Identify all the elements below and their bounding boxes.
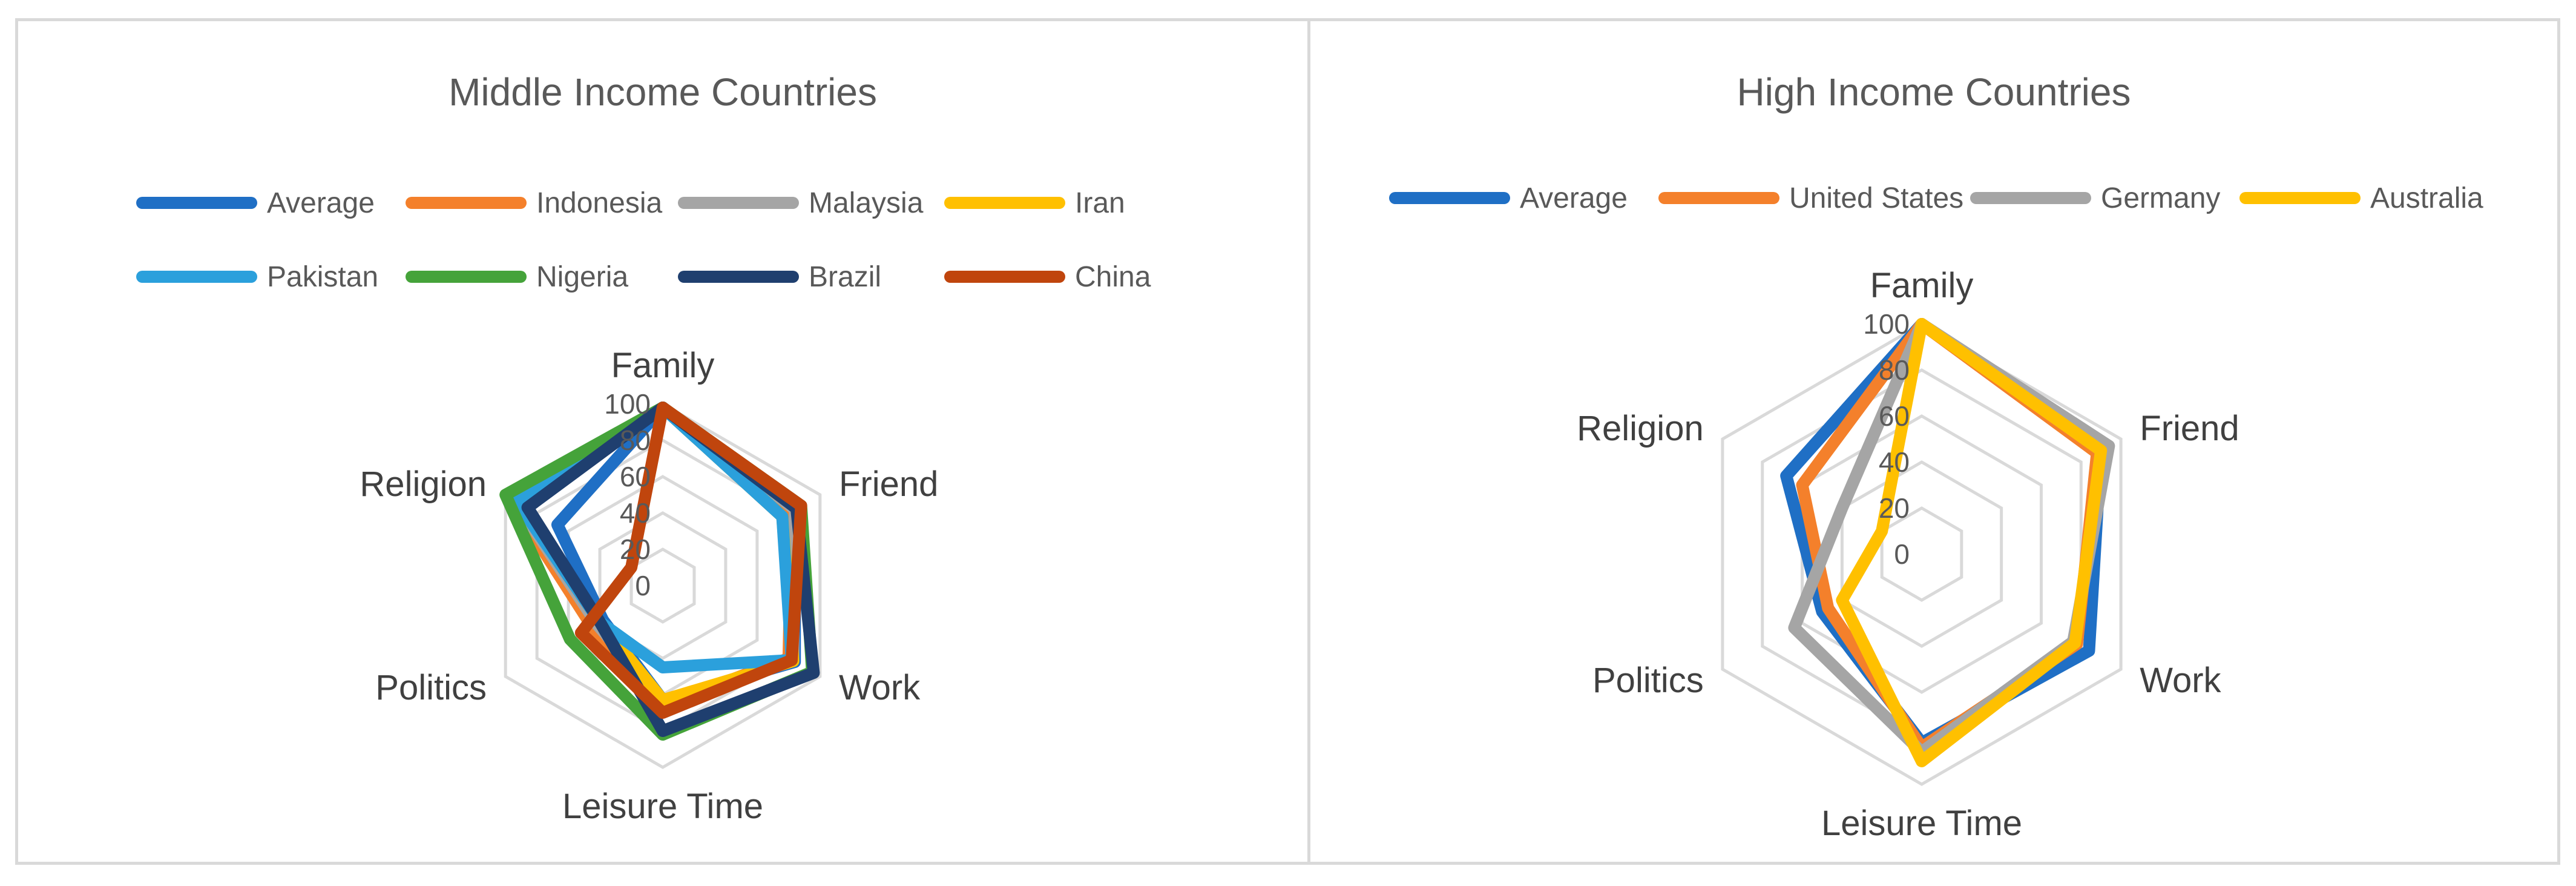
axis-label-leisure-time: Leisure Time bbox=[562, 787, 763, 826]
legend-swatch bbox=[2239, 192, 2361, 204]
legend-label: Malaysia bbox=[809, 187, 924, 219]
tick-label: 80 bbox=[1879, 354, 1910, 386]
legend-entry-united-states: United States bbox=[1658, 180, 1963, 216]
grid-ring bbox=[1801, 414, 2043, 694]
grid-ring bbox=[598, 511, 728, 660]
series-line-china bbox=[574, 402, 807, 719]
legend-label: United States bbox=[1789, 182, 1964, 214]
tick-label: 100 bbox=[1863, 308, 1910, 340]
legend-entry-australia: Australia bbox=[2239, 180, 2483, 216]
legend-label: China bbox=[1075, 260, 1151, 293]
legend-label: Indonesia bbox=[536, 187, 663, 219]
legend-entry-average: Average bbox=[1389, 180, 1628, 216]
axis-label-family: Family bbox=[1870, 266, 1974, 305]
legend-swatch bbox=[944, 271, 1065, 283]
legend-label: Germany bbox=[2101, 182, 2221, 214]
legend-swatch bbox=[1658, 192, 1779, 204]
legend-label: Nigeria bbox=[536, 260, 629, 293]
axis-label-work: Work bbox=[2140, 661, 2221, 700]
legend-label: Pakistan bbox=[267, 260, 379, 293]
legend-entry-malaysia: Malaysia bbox=[678, 185, 923, 221]
middle-income-panel: Middle Income Countries Average Indonesi… bbox=[15, 18, 1310, 865]
axis-label-family: Family bbox=[611, 346, 715, 385]
tick-label: 40 bbox=[1879, 446, 1910, 478]
legend-entry-china: China bbox=[944, 259, 1151, 295]
legend-label: Australia bbox=[2370, 182, 2483, 214]
series-line-australia bbox=[1836, 318, 2108, 767]
legend-entry-indonesia: Indonesia bbox=[406, 185, 662, 221]
grid-ring bbox=[1721, 322, 2123, 786]
legend-entry-nigeria: Nigeria bbox=[406, 259, 628, 295]
legend-swatch bbox=[678, 197, 799, 209]
legend-swatch bbox=[406, 271, 527, 283]
tick-label: 40 bbox=[620, 497, 651, 529]
legend-swatch bbox=[944, 197, 1065, 209]
legend-entry-iran: Iran bbox=[944, 185, 1125, 221]
chart-title: Middle Income Countries bbox=[448, 70, 877, 114]
axis-label-politics: Politics bbox=[375, 668, 487, 707]
tick-label: 100 bbox=[604, 388, 651, 420]
legend-swatch bbox=[406, 197, 527, 209]
legend-label: Brazil bbox=[809, 260, 882, 293]
legend-entry-brazil: Brazil bbox=[678, 259, 881, 295]
series-line-pakistan bbox=[510, 402, 798, 673]
tick-label: 20 bbox=[620, 534, 651, 565]
legend-swatch bbox=[1389, 192, 1510, 204]
axis-label-religion: Religion bbox=[1577, 409, 1704, 448]
legend-label: Average bbox=[1520, 182, 1628, 214]
tick-label: 0 bbox=[1894, 538, 1910, 570]
legend-swatch bbox=[1970, 192, 2091, 204]
legend-swatch bbox=[136, 197, 257, 209]
legend-swatch bbox=[136, 271, 257, 283]
axis-label-friend: Friend bbox=[2140, 409, 2239, 448]
tick-label: 60 bbox=[620, 461, 651, 492]
tick-label: 80 bbox=[620, 425, 651, 456]
axis-label-work: Work bbox=[839, 668, 921, 707]
axis-label-leisure-time: Leisure Time bbox=[1821, 804, 2022, 843]
legend-entry-pakistan: Pakistan bbox=[136, 259, 378, 295]
axis-label-politics: Politics bbox=[1592, 661, 1704, 700]
tick-label: 0 bbox=[635, 570, 651, 601]
legend-entry-average: Average bbox=[136, 185, 375, 221]
axis-label-religion: Religion bbox=[360, 464, 487, 504]
tick-label: 60 bbox=[1879, 400, 1910, 432]
legend-label: Average bbox=[267, 187, 375, 219]
chart-title: High Income Countries bbox=[1736, 70, 2131, 114]
tick-label: 20 bbox=[1879, 492, 1910, 524]
legend-entry-germany: Germany bbox=[1970, 180, 2220, 216]
high-income-panel: High Income Countries Average United Sta… bbox=[1307, 18, 2560, 865]
legend-swatch bbox=[678, 271, 799, 283]
axis-label-friend: Friend bbox=[839, 464, 938, 504]
legend-label: Iran bbox=[1075, 187, 1125, 219]
